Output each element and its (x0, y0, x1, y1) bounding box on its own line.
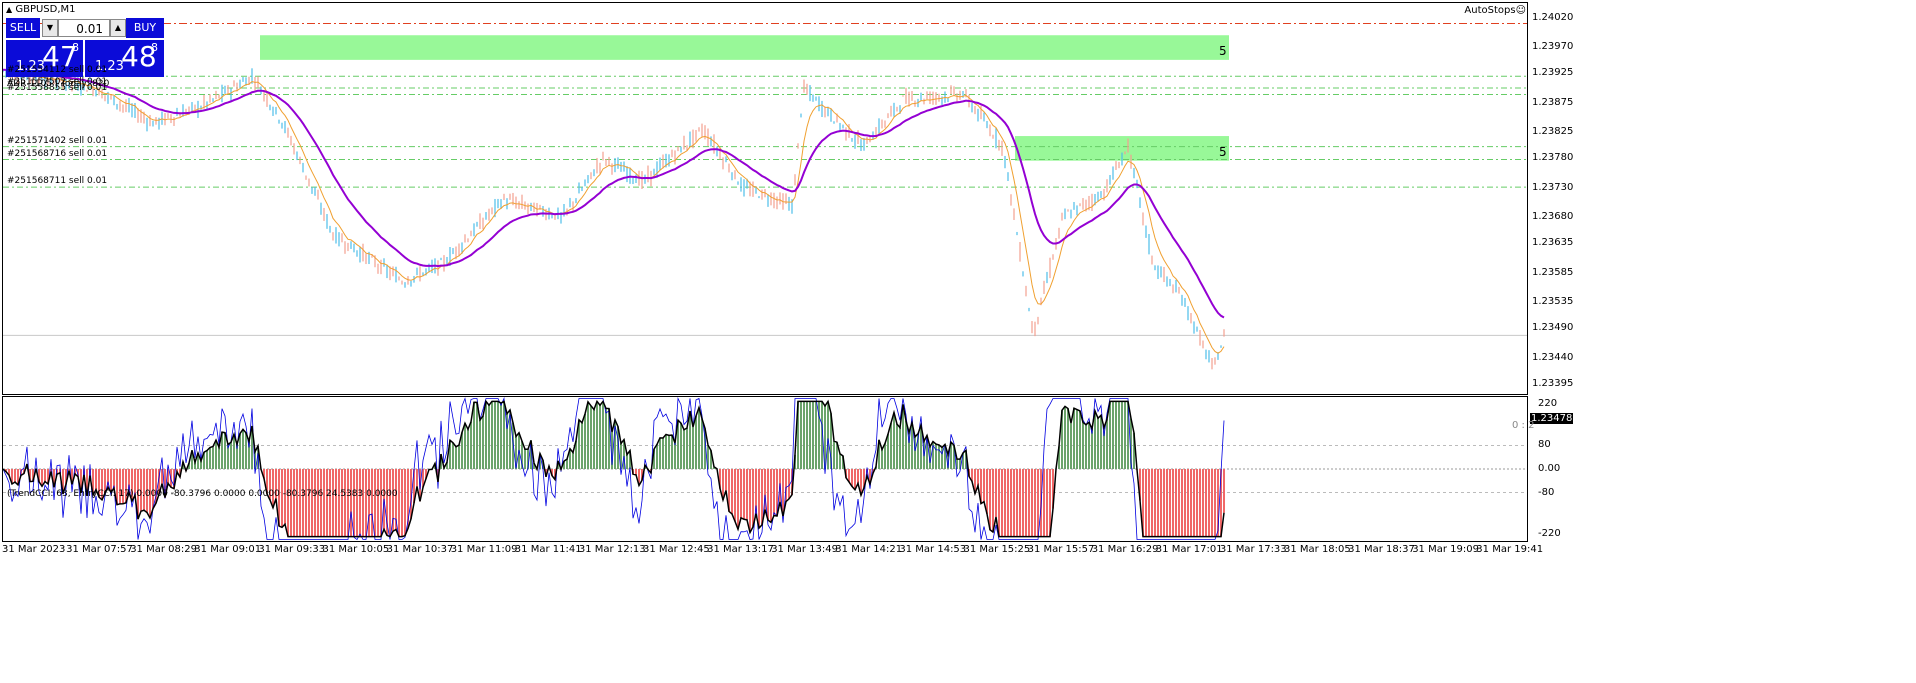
indicator-label: (TrendCCI: 63, EntryCCI: 17) 0.0000 -80.… (7, 489, 398, 499)
zone-rect (260, 35, 1229, 60)
time-axis-label: 31 Mar 18:37 (1348, 544, 1415, 555)
time-axis-label: 31 Mar 09:01 (194, 544, 262, 555)
bid-price-button[interactable]: 1.23 47 8 (6, 40, 83, 77)
chart-title: ▲ GBPUSD,M1 (6, 4, 76, 15)
time-axis-label: 31 Mar 09:33 (258, 544, 326, 555)
price-axis-label: 1.24020 (1532, 11, 1574, 23)
price-axis-label: 1.23490 (1532, 322, 1574, 334)
price-axis-label: 1.23875 (1532, 96, 1574, 108)
time-axis-label: 31 Mar 18:05 (1284, 544, 1351, 555)
slow-ma-line (3, 68, 1225, 319)
indicator-axis-label: 80 (1538, 439, 1551, 451)
time-axis-label: 31 Mar 17:01 (1155, 544, 1223, 555)
time-axis-label: 31 Mar 15:57 (1027, 544, 1095, 555)
smiley-icon: ☺ (1515, 5, 1526, 16)
autostops-label[interactable]: AutoStops☺ (1464, 5, 1526, 16)
price-axis-label: 1.23635 (1532, 237, 1574, 249)
trade-label: #251558855 sell 0.01 (7, 83, 108, 94)
time-axis-label: 31 Mar 14:21 (835, 544, 903, 555)
indicator-axis-label: 220 (1538, 398, 1558, 410)
price-axis-label: 1.23585 (1532, 266, 1574, 278)
indicator-axis-label: 0.00 (1538, 463, 1561, 474)
trade-label: #251571402 sell 0.01 (7, 135, 108, 146)
time-axis-label: 31 Mar 12:13 (578, 544, 646, 555)
indicator-frame[interactable] (2, 396, 1528, 542)
sell-button[interactable]: SELL (6, 18, 40, 38)
time-axis-label: 31 Mar 16:29 (1091, 544, 1159, 555)
volume-up-button[interactable]: ▲ (110, 19, 126, 37)
current-price-tag: 1.23478 (1530, 413, 1574, 424)
time-axis-label: 31 Mar 07:57 (66, 544, 133, 555)
time-axis-label: 31 Mar 13:49 (771, 544, 838, 555)
adr-label: ADR 1105 | Today: 820 (7, 79, 110, 89)
zone-label: 5 (1219, 43, 1227, 58)
triangle-icon: ▲ (6, 5, 13, 14)
ratio-label: 0 : 2 (1512, 420, 1535, 431)
fast-ma-line (3, 69, 1225, 354)
time-axis-label: 31 Mar 17:33 (1219, 544, 1287, 555)
time-axis-label: 31 Mar 19:09 (1412, 544, 1479, 555)
time-axis-label: 31 Mar 08:29 (130, 544, 197, 555)
price-axis-label: 1.23535 (1532, 295, 1574, 307)
time-axis-label: 31 Mar 14:53 (899, 544, 967, 555)
trade-label: #251568716 sell 0.01 (7, 148, 108, 159)
main-chart-frame[interactable] (2, 2, 1528, 395)
trade-label: #251557502 sell 0.01 (7, 77, 108, 87)
price-axis-label: 1.23680 (1532, 210, 1574, 222)
trend-cci-line (3, 399, 1225, 538)
price-axis-label: 1.23925 (1532, 67, 1574, 79)
time-axis-label: 31 Mar 11:09 (450, 544, 518, 555)
trade-label: #251554112 sell 0.01 (7, 65, 108, 76)
main-chart-plot[interactable] (3, 3, 1527, 394)
trade-label: #251568711 sell 0.01 (7, 176, 108, 187)
indicator-axis-label: -80 (1538, 486, 1555, 498)
price-axis-label: 1.23440 (1532, 351, 1574, 363)
volume-down-button[interactable]: ▼ (42, 19, 58, 37)
price-axis-label: 1.23395 (1532, 378, 1574, 390)
buy-button[interactable]: BUY (126, 18, 164, 38)
price-axis-label: 1.23970 (1532, 40, 1574, 52)
time-axis-label: 31 Mar 11:41 (514, 544, 582, 555)
time-axis-label: 31 Mar 13:17 (707, 544, 774, 555)
time-axis-label: 31 Mar 15:25 (963, 544, 1031, 555)
one-click-trading-panel: SELL ▼ 0.01 ▲ BUY 1.23 47 8 1.23 48 8 (6, 18, 200, 78)
time-axis-label: 31 Mar 10:05 (322, 544, 390, 555)
price-axis-label: 1.23780 (1532, 152, 1574, 164)
time-axis-label: 31 Mar 19:41 (1476, 544, 1544, 555)
indicator-plot[interactable] (3, 397, 1527, 541)
price-axis-label: 1.23825 (1532, 125, 1574, 137)
time-axis-label: 31 Mar 2023 (2, 544, 66, 555)
time-axis-label: 31 Mar 12:45 (643, 544, 710, 555)
entry-cci-line (3, 397, 1225, 541)
time-axis-label: 31 Mar 10:37 (386, 544, 454, 555)
zone-label: 5 (1219, 144, 1227, 159)
volume-input[interactable]: 0.01 (58, 19, 110, 37)
indicator-axis-label: -220 (1538, 527, 1561, 539)
ask-price-button[interactable]: 1.23 48 8 (85, 40, 164, 77)
price-axis-label: 1.23730 (1532, 181, 1574, 193)
